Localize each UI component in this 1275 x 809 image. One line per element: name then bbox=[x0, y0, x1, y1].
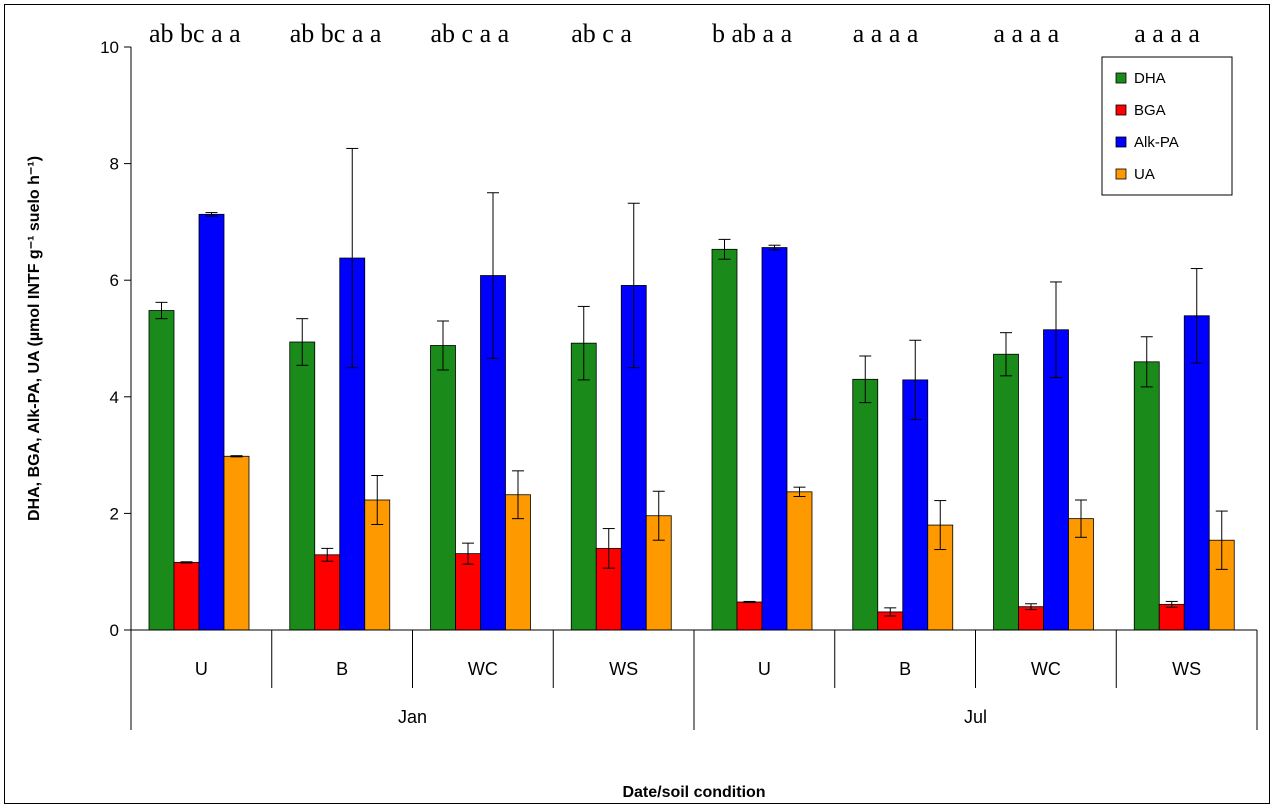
y-tick-label: 6 bbox=[110, 271, 119, 290]
x-category-label: WC bbox=[1031, 659, 1061, 679]
bar-alk-pa bbox=[198, 213, 225, 631]
y-tick-label: 10 bbox=[100, 38, 119, 57]
bar-dha bbox=[852, 378, 879, 631]
x-category-label: U bbox=[195, 659, 208, 679]
x-group-label: Jan bbox=[398, 707, 427, 727]
x-axis-title: Date/soil condition bbox=[622, 784, 765, 801]
bar-dha bbox=[993, 353, 1019, 631]
x-category-label: WS bbox=[609, 659, 638, 679]
legend-label: UA bbox=[1134, 166, 1155, 183]
bar-dha bbox=[148, 310, 175, 631]
bar-ua bbox=[786, 491, 813, 631]
bar-bga bbox=[1158, 603, 1185, 631]
significance-label: ab c a a bbox=[431, 19, 510, 48]
significance-label: ab c a bbox=[571, 19, 632, 48]
bar-alk-pa bbox=[1183, 315, 1210, 631]
bar-dha bbox=[570, 342, 597, 631]
bars bbox=[148, 213, 1235, 631]
bar-dha bbox=[289, 341, 316, 631]
bar-chart: ab bc a a ab bc a a ab c a a ab c a b ab a a… bbox=[26, 19, 1258, 801]
bar-bga bbox=[314, 554, 341, 631]
legend-label: BGA bbox=[1134, 102, 1166, 119]
x-category-label: WS bbox=[1172, 659, 1201, 679]
legend-label: DHA bbox=[1134, 70, 1166, 87]
axes: 0 2 4 6 8 10 U B WC WS U B WC WS Jan Jul bbox=[100, 38, 1258, 730]
bar-dha bbox=[1133, 361, 1160, 631]
x-category-label: B bbox=[336, 659, 348, 679]
significance-label: ab bc a a bbox=[290, 19, 382, 48]
significance-label: b ab a a bbox=[712, 19, 793, 48]
significance-label: ab bc a a bbox=[149, 19, 241, 48]
y-tick-label: 4 bbox=[110, 388, 119, 407]
error-bars bbox=[155, 147, 1228, 617]
bar-dha bbox=[711, 248, 738, 631]
y-axis-title: DHA, BGA, Alk-PA, UA (µmol INTF g⁻¹ suel… bbox=[26, 156, 43, 521]
x-category-label: WC bbox=[468, 659, 498, 679]
legend-swatch bbox=[1115, 136, 1127, 148]
x-category-label: B bbox=[899, 659, 911, 679]
legend: DHA BGA Alk-PA UA bbox=[1101, 56, 1233, 196]
x-group-label: Jul bbox=[964, 707, 987, 727]
bar-bga bbox=[1018, 606, 1044, 631]
legend-swatch bbox=[1115, 168, 1127, 180]
significance-label: a a a a bbox=[1134, 19, 1200, 48]
bar-bga bbox=[173, 561, 200, 631]
bar-dha bbox=[430, 345, 456, 631]
legend-label: Alk-PA bbox=[1134, 134, 1179, 151]
y-tick-label: 0 bbox=[110, 621, 119, 640]
chart-frame: ab bc a a ab bc a a ab c a a ab c a b ab a a… bbox=[4, 4, 1270, 804]
significance-label: a a a a bbox=[994, 19, 1060, 48]
x-category-label: U bbox=[758, 659, 771, 679]
bar-alk-pa bbox=[761, 247, 788, 631]
significance-label: a a a a bbox=[853, 19, 919, 48]
y-tick-label: 2 bbox=[110, 504, 119, 523]
significance-letters: ab bc a a ab bc a a ab c a a ab c a b ab a a… bbox=[149, 19, 1200, 48]
bar-bga bbox=[736, 601, 763, 631]
bar-ua bbox=[223, 455, 250, 631]
legend-swatch bbox=[1115, 72, 1127, 84]
legend-swatch bbox=[1115, 104, 1127, 116]
y-tick-label: 8 bbox=[110, 155, 119, 174]
bar-bga bbox=[455, 553, 481, 631]
